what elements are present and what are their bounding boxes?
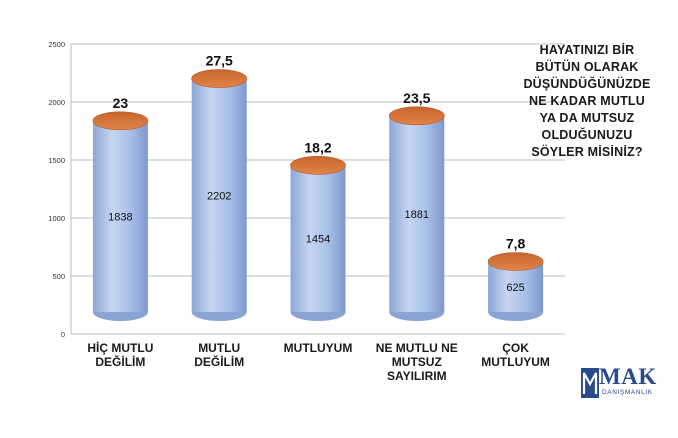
y-tick-label: 500 (52, 272, 65, 281)
survey-question: HAYATINIZI BİR BÜTÜN OLARAK DÜŞÜNDÜĞÜNÜZ… (512, 42, 662, 161)
x-category-label: HİÇ MUTLU (87, 340, 153, 355)
bar-top-label: 18,2 (304, 139, 331, 155)
bar-cap (290, 156, 346, 175)
x-category-label: SAYILIRIM (387, 369, 447, 383)
question-line: NE KADAR MUTLU (529, 94, 645, 108)
bar-body (389, 115, 445, 312)
bar (388, 106, 445, 321)
bar (92, 111, 149, 321)
bar (191, 69, 247, 321)
bar-cap (487, 252, 544, 271)
y-tick-label: 1000 (48, 214, 65, 223)
bar-cap (191, 69, 247, 88)
x-category-label: NE MUTLU NE (376, 341, 458, 355)
logo-name: MAK (599, 364, 657, 389)
bar-cap (388, 106, 445, 126)
x-category-label: ÇOK (502, 341, 529, 355)
x-category-label: MUTLUYUM (284, 341, 353, 355)
question-line: OLDUĞUNUZU (541, 128, 633, 142)
y-tick-label: 1500 (48, 156, 65, 165)
bar-body (191, 78, 247, 313)
x-category-label: DEĞİLİM (194, 354, 244, 369)
y-axis: 0 500 1000 1500 2000 2500 (48, 40, 72, 339)
logo-mark-icon (581, 368, 599, 398)
y-tick-label: 2500 (48, 40, 65, 49)
bar-value-label: 2202 (207, 190, 231, 202)
bar-value-label: 1881 (405, 209, 429, 221)
x-category-label: DEĞİLİM (95, 354, 145, 369)
bar-value-label: 1838 (108, 211, 132, 223)
x-category-label: MUTLU (198, 341, 240, 355)
x-category-label: MUTLUYUM (481, 355, 550, 369)
bar-body (92, 120, 148, 313)
question-line: YA DA MUTSUZ (539, 111, 635, 125)
bars (92, 69, 544, 321)
question-line: SÖYLER MİSİNİZ? (531, 145, 643, 159)
question-line: HAYATINIZI BİR (539, 43, 635, 57)
x-category-label: MUTSUZ (392, 355, 442, 369)
bar-value-label: 625 (506, 282, 524, 294)
y-tick-label: 0 (61, 330, 65, 339)
bar-top-label: 7,8 (506, 236, 526, 252)
bar-top-label: 23,5 (403, 90, 430, 106)
bar-top-label: 27,5 (206, 53, 233, 69)
bar-value-label: 1454 (306, 234, 330, 246)
y-tick-label: 2000 (48, 98, 65, 107)
question-line: BÜTÜN OLARAK (535, 60, 639, 74)
question-line: DÜŞÜNDÜĞÜNÜZDE (523, 77, 651, 91)
company-logo: MAK DANIŞMANLIK (581, 364, 663, 400)
bar (487, 252, 544, 321)
bar (290, 156, 346, 321)
bar-top-label: 23 (113, 95, 129, 111)
bar-body (290, 165, 346, 312)
logo-subtitle: DANIŞMANLIK (602, 389, 653, 396)
bar-cap (92, 111, 149, 131)
